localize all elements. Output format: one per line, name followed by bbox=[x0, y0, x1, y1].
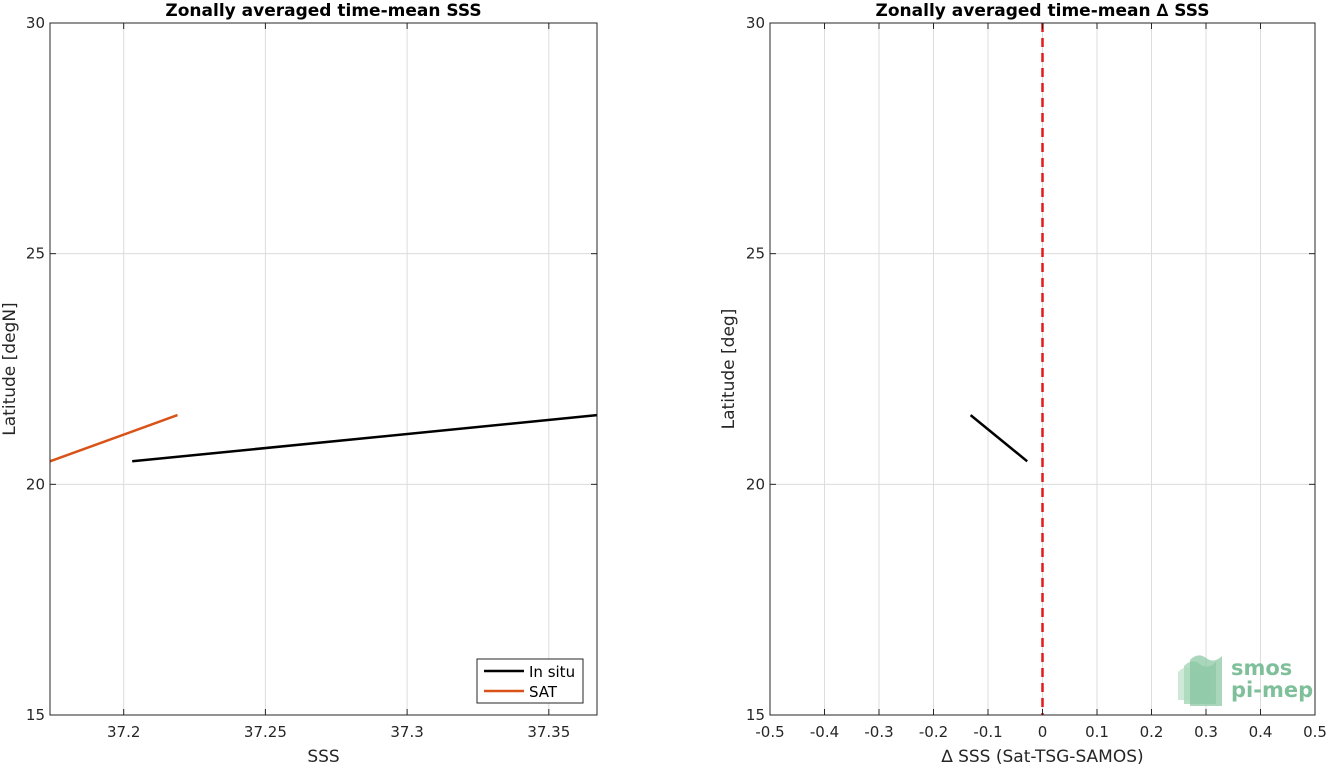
smos-pi-mep-logo: smos pi-mep bbox=[1178, 655, 1313, 706]
series-line-delta-sss-series-0 bbox=[969, 414, 1028, 463]
y-tick-label: 25 bbox=[746, 245, 765, 263]
x-axis-label-sss: SSS bbox=[307, 747, 339, 765]
logo-wave-icon bbox=[1178, 655, 1222, 706]
x-tick-label: -0.1 bbox=[973, 723, 1002, 741]
panel-delta-sss: -0.5 -0.4 -0.3 -0.2 -0.1 0 0.1 0.2 0.3 0.4 0.5 15 20… bbox=[719, 1, 1327, 765]
x-tick-label: 37.3 bbox=[390, 723, 423, 741]
x-tick-label: 37.35 bbox=[527, 723, 570, 741]
x-tick-label: 0 bbox=[1038, 723, 1048, 741]
series-line-sss-sat bbox=[49, 413, 178, 463]
y-tick-label: 30 bbox=[746, 14, 765, 32]
logo-text-smos: smos bbox=[1231, 656, 1292, 680]
x-tick-label: 0.3 bbox=[1194, 723, 1218, 741]
y-axis-label-delta-sss: Latitude [deg] bbox=[719, 309, 739, 430]
x-tick-label: 0.4 bbox=[1249, 723, 1273, 741]
y-axis-label-sss: Latitude [degN] bbox=[0, 302, 20, 435]
x-tick-label: -0.2 bbox=[919, 723, 948, 741]
legend-label-sat: SAT bbox=[529, 683, 558, 701]
chart-title-sss: Zonally averaged time-mean SSS bbox=[165, 1, 481, 21]
y-tick-label: 15 bbox=[26, 706, 45, 724]
legend-label-in-situ: In situ bbox=[529, 663, 575, 681]
y-tick-label: 15 bbox=[746, 706, 765, 724]
legend-box bbox=[476, 658, 584, 704]
x-axis-label-delta-sss: ∆ SSS (Sat-TSG-SAMOS) bbox=[940, 747, 1143, 765]
x-tick-label: 0.2 bbox=[1140, 723, 1164, 741]
x-tick-label: 0.5 bbox=[1303, 723, 1327, 741]
y-tick-label: 20 bbox=[746, 475, 765, 493]
x-tick-label: 37.2 bbox=[107, 723, 140, 741]
y-tick-label: 20 bbox=[26, 475, 45, 493]
x-tick-label: -0.3 bbox=[864, 723, 893, 741]
chart-title-delta-sss: Zonally averaged time-mean ∆ SSS bbox=[876, 1, 1210, 21]
x-tick-label: -0.5 bbox=[755, 723, 784, 741]
legend: In situ SAT bbox=[476, 658, 584, 704]
x-tick-label: 0.1 bbox=[1085, 723, 1109, 741]
series-line-sss-in-situ bbox=[132, 413, 598, 463]
x-tick-label: 37.25 bbox=[244, 723, 287, 741]
panel-sss: 37.2 37.25 37.3 37.35 15 20 25 30 Zonally avera… bbox=[0, 1, 598, 765]
y-tick-label: 30 bbox=[26, 14, 45, 32]
logo-text-pi-mep: pi-mep bbox=[1231, 678, 1313, 702]
y-tick-label: 25 bbox=[26, 245, 45, 263]
x-tick-label: -0.4 bbox=[810, 723, 839, 741]
axes-frame-sss bbox=[49, 22, 598, 716]
